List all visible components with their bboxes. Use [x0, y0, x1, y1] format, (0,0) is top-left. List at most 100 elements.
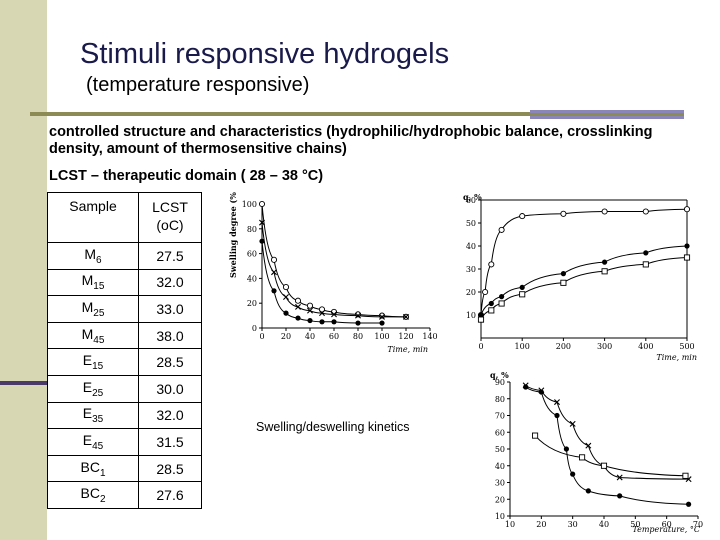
data-point: [643, 250, 649, 256]
data-point: [554, 399, 560, 406]
x-tick-label: 20: [281, 332, 291, 341]
header-sample-label: Sample: [69, 198, 117, 214]
x-tick-label: 10: [505, 520, 515, 529]
lcst-value: 38.0: [138, 321, 202, 350]
y-tick-label: 40: [247, 274, 257, 283]
series-line: [534, 435, 686, 477]
table-header-row: Sample LCST (oC): [47, 192, 202, 243]
y-axis-label: Swelling degree (%): [228, 192, 238, 278]
data-point: [488, 307, 495, 314]
data-point: [519, 291, 526, 298]
data-point: [616, 474, 623, 481]
data-point: [499, 294, 505, 300]
data-point: [682, 472, 689, 479]
data-point: [684, 243, 690, 249]
header-sample: Sample: [47, 192, 139, 243]
slide-title: Stimuli responsive hydrogels: [80, 38, 450, 70]
sample-name: M: [81, 272, 94, 289]
y-tick-label: 40: [466, 242, 476, 251]
sample-name: M: [84, 245, 97, 262]
data-point: [331, 311, 337, 318]
title-rule: [30, 112, 684, 116]
data-point: [295, 315, 301, 321]
y-tick-label: 60: [247, 250, 257, 259]
data-point: [319, 310, 325, 317]
data-point: [271, 269, 277, 276]
x-tick-label: 20: [536, 520, 546, 529]
data-point: [686, 501, 692, 507]
table-row: M15 32.0: [47, 268, 202, 297]
series-3: [532, 432, 689, 479]
x-tick-label: 30: [568, 520, 578, 529]
deswelling-vs-time-chart: 0 100 200 300 400 500 10 20 30 40 50 60 Time, min q, …: [463, 192, 697, 362]
sample-subscript: 6: [96, 254, 102, 266]
lcst-value: 32.0: [138, 401, 202, 430]
y-tick-label: 40: [495, 462, 505, 471]
x-tick-label: 40: [305, 332, 315, 341]
data-point: [498, 226, 505, 233]
lcst-value: 28.5: [138, 454, 202, 483]
sample-subscript: 15: [92, 361, 104, 373]
y-tick-label: 50: [495, 445, 505, 454]
x-tick-label: 100: [515, 342, 530, 351]
data-point: [258, 200, 266, 208]
data-point: [602, 259, 608, 265]
data-point: [579, 454, 586, 461]
table-row: BC2 27.6: [47, 481, 202, 509]
data-point: [685, 476, 692, 483]
data-point: [307, 307, 313, 314]
data-point: [642, 261, 649, 268]
data-point: [403, 313, 409, 320]
x-axis-label: Temperature, °C: [632, 525, 700, 534]
data-point: [601, 208, 608, 215]
series-line: [480, 208, 688, 316]
data-point: [585, 442, 592, 449]
series-2: [478, 243, 690, 318]
sample-name: E: [82, 352, 93, 369]
sample-cell: M6: [47, 242, 139, 270]
data-point: [560, 210, 567, 217]
header-lcst-label: LCST: [152, 199, 188, 215]
side-accent-bar: [0, 381, 47, 385]
data-point: [307, 317, 313, 324]
body-text: controlled structure and characteristics…: [49, 124, 653, 157]
sample-name: M: [81, 325, 94, 342]
sample-cell: M25: [47, 295, 139, 323]
series-line: [261, 203, 407, 318]
y-tick-label: 80: [495, 395, 505, 404]
data-point: [570, 471, 576, 477]
data-point: [306, 302, 314, 309]
series-1: [477, 206, 691, 319]
sample-subscript: 45: [92, 440, 104, 452]
x-axis-label: Time, min: [387, 345, 428, 354]
y-tick-label: 30: [466, 265, 476, 274]
series-line: [525, 386, 689, 505]
series-2: [523, 384, 692, 507]
data-point: [270, 256, 278, 263]
y-tick-label: 0: [252, 324, 257, 333]
data-point: [355, 312, 361, 319]
y-tick-label: 100: [242, 200, 257, 209]
y-tick-label: 20: [495, 495, 505, 504]
data-point: [642, 208, 649, 215]
data-point: [498, 300, 505, 307]
series-line: [261, 222, 406, 318]
lcst-value: 28.5: [138, 348, 202, 376]
data-point: [563, 446, 569, 452]
sample-subscript: 45: [93, 334, 105, 346]
x-tick-label: 300: [597, 342, 612, 351]
data-point: [519, 213, 526, 220]
slide-subtitle: (temperature responsive): [86, 74, 310, 96]
table-row: M25 33.0: [47, 295, 202, 323]
title-rule-accent-bottom: [530, 116, 684, 119]
sample-cell: E25: [47, 374, 139, 403]
data-point: [523, 384, 529, 390]
lcst-value: 33.0: [138, 295, 202, 323]
swelling-vs-time-chart: 0 20 40 60 80 100 120 140 0 20 40 60 80 100 Time, min S…: [228, 188, 438, 354]
data-point: [585, 488, 591, 494]
data-point: [488, 261, 495, 268]
y-axis-label: q, %: [463, 192, 482, 202]
table-row: E15 28.5: [47, 348, 202, 376]
sample-cell: M45: [47, 321, 139, 350]
sample-cell: BC1: [47, 454, 139, 483]
